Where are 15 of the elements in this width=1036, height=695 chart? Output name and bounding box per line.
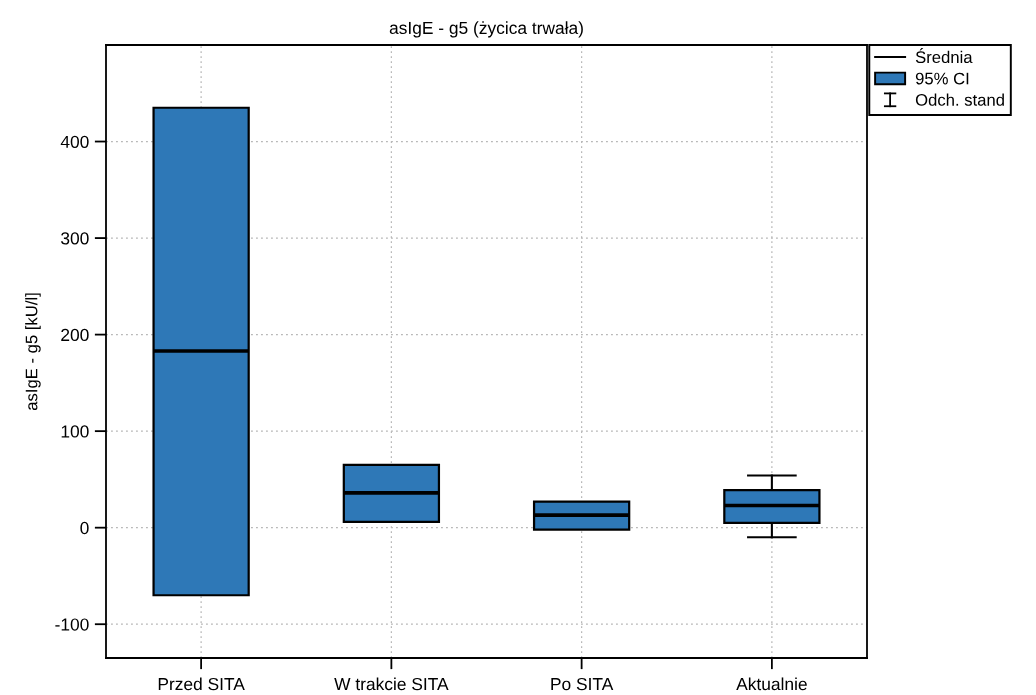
chart-title: asIgE - g5 (życica trwała) (389, 21, 583, 38)
text: Odch. stand (915, 93, 1004, 106)
x-tick-label: Aktualnie (736, 677, 807, 691)
y-tick-label: 300 (61, 232, 89, 245)
x-tick-label: Po SITA (551, 677, 614, 691)
text: Średnia (915, 47, 973, 64)
y-tick-label: 0 (80, 521, 89, 535)
y-tick-label: 400 (60, 135, 89, 148)
y-tick-label: 200 (61, 328, 89, 342)
y-tick-label: 100 (61, 425, 89, 438)
legend-label: 95% CI (915, 72, 969, 85)
x-tick-label: Przed SITA (158, 677, 245, 691)
x-tick-label: W trakcie SITA (334, 677, 449, 691)
y-tick-label: -100 (55, 618, 89, 631)
y-axis-title: asIgE - g5 [kU/l] (25, 293, 41, 411)
